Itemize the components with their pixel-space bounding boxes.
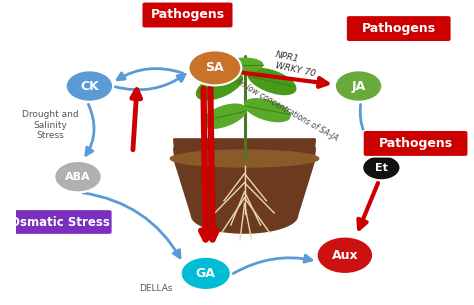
Text: JA: JA [351,80,365,92]
Text: Pathogens: Pathogens [379,137,453,150]
Ellipse shape [245,99,290,122]
Ellipse shape [202,104,246,128]
Ellipse shape [248,68,296,95]
Circle shape [181,257,231,290]
FancyBboxPatch shape [346,15,451,42]
Circle shape [362,155,401,180]
Text: GA: GA [196,267,216,280]
Text: CK: CK [80,80,99,92]
Polygon shape [174,148,315,198]
FancyBboxPatch shape [7,209,112,235]
Text: SA: SA [206,61,224,74]
Circle shape [55,161,102,192]
Text: In low concentrations of SA-JA: In low concentrations of SA-JA [236,78,339,143]
Polygon shape [191,216,298,233]
Polygon shape [174,139,315,198]
Text: Et: Et [375,163,388,173]
FancyBboxPatch shape [142,2,233,28]
Text: Pathogens: Pathogens [362,22,436,35]
Text: Osmatic Stress: Osmatic Stress [10,216,109,228]
Text: WRKY 70: WRKY 70 [274,61,316,78]
Ellipse shape [196,72,242,100]
Ellipse shape [226,58,263,71]
Text: Drought and
Salinity
Stress: Drought and Salinity Stress [22,110,79,140]
Ellipse shape [170,150,319,167]
FancyBboxPatch shape [363,130,468,157]
Circle shape [317,236,373,274]
Text: NPR1: NPR1 [274,50,300,64]
Text: ABA: ABA [65,172,91,182]
Circle shape [188,50,241,85]
Text: Pathogens: Pathogens [150,9,225,21]
Polygon shape [174,159,315,216]
Circle shape [335,70,383,102]
Circle shape [66,70,113,102]
Text: DELLAs: DELLAs [139,284,173,293]
Text: Aux: Aux [332,249,358,262]
